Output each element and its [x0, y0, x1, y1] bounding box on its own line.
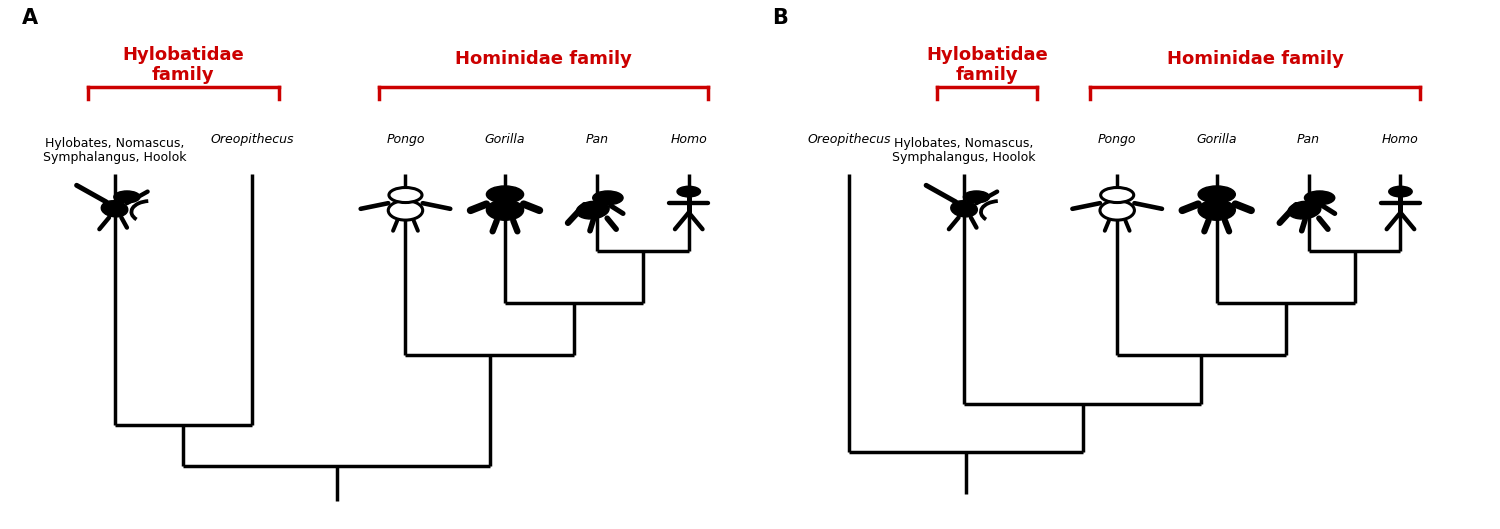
Text: Hylobates, Nomascus,
Symphalangus, Hoolok: Hylobates, Nomascus, Symphalangus, Hoolo…: [44, 136, 186, 163]
Ellipse shape: [576, 201, 609, 219]
Circle shape: [963, 191, 990, 203]
Circle shape: [1305, 191, 1335, 205]
Text: B: B: [772, 8, 788, 28]
Ellipse shape: [102, 200, 128, 217]
Text: Pan: Pan: [585, 133, 609, 146]
Ellipse shape: [486, 200, 524, 220]
Text: Hylobatidae
family: Hylobatidae family: [926, 46, 1048, 84]
Text: Oreopithecus: Oreopithecus: [210, 133, 294, 146]
Circle shape: [486, 186, 524, 203]
Circle shape: [1389, 186, 1411, 197]
Text: Hylobates, Nomascus,
Symphalangus, Hoolok: Hylobates, Nomascus, Symphalangus, Hoolo…: [892, 136, 1036, 163]
Circle shape: [1198, 186, 1236, 203]
Text: Gorilla: Gorilla: [484, 133, 525, 146]
Ellipse shape: [1198, 200, 1236, 220]
Circle shape: [676, 186, 700, 197]
Text: Homo: Homo: [670, 133, 706, 146]
Circle shape: [114, 191, 140, 203]
Text: A: A: [22, 8, 39, 28]
Text: Gorilla: Gorilla: [1197, 133, 1237, 146]
Text: Pongo: Pongo: [1098, 133, 1137, 146]
Text: Hominidae family: Hominidae family: [1167, 50, 1344, 68]
Text: Pan: Pan: [1298, 133, 1320, 146]
Circle shape: [1101, 187, 1134, 203]
Text: Oreopithecus: Oreopithecus: [807, 133, 891, 146]
Text: Hominidae family: Hominidae family: [454, 50, 632, 68]
Text: Homo: Homo: [1382, 133, 1419, 146]
Ellipse shape: [388, 200, 423, 220]
Ellipse shape: [1100, 200, 1134, 220]
Circle shape: [388, 187, 422, 203]
Circle shape: [592, 191, 622, 205]
Text: Hylobatidae
family: Hylobatidae family: [123, 46, 244, 84]
Ellipse shape: [951, 200, 978, 217]
Text: Pongo: Pongo: [386, 133, 424, 146]
Ellipse shape: [1288, 201, 1322, 219]
